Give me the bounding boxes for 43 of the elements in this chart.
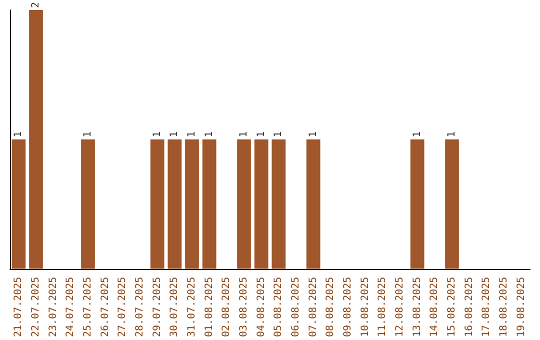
x-tick-label: 08.08.2025	[325, 276, 336, 338]
data-label: 1	[152, 131, 163, 138]
x-tick-label: 07.08.2025	[308, 276, 319, 338]
data-label: 1	[446, 131, 458, 138]
data-label: 1	[308, 131, 319, 138]
x-tick-label: 24.07.2025	[65, 276, 76, 338]
x-tick-label: 12.08.2025	[394, 276, 406, 338]
data-label: 1	[169, 131, 180, 138]
x-tick-label: 27.07.2025	[117, 276, 128, 338]
x-tick-label: 22.07.2025	[30, 276, 42, 338]
x-tick-label: 01.08.2025	[204, 276, 215, 338]
data-label: 1	[13, 131, 24, 138]
data-label: 1	[186, 131, 198, 138]
x-tick-label: 29.07.2025	[152, 276, 163, 338]
x-tick-label: 21.07.2025	[13, 276, 24, 338]
x-tick-label: 19.08.2025	[516, 276, 527, 338]
x-tick-label: 14.08.2025	[429, 276, 440, 338]
data-label: 1	[273, 131, 284, 138]
x-tick-label: 17.08.2025	[481, 276, 492, 338]
data-label: 1	[238, 131, 250, 138]
x-tick-label: 15.08.2025	[446, 276, 458, 338]
x-tick-label: 30.07.2025	[169, 276, 180, 338]
x-tick-label: 26.07.2025	[100, 276, 111, 338]
data-label: 1	[256, 131, 267, 138]
x-tick-label: 28.07.2025	[134, 276, 146, 338]
data-label: 1	[412, 131, 423, 138]
x-tick-label: 04.08.2025	[256, 276, 267, 338]
x-tick-label: 02.08.2025	[221, 276, 232, 338]
x-tick-label: 23.07.2025	[48, 276, 59, 338]
x-tick-label: 10.08.2025	[360, 276, 371, 338]
x-tick-label: 16.08.2025	[464, 276, 475, 338]
x-tick-label: 18.08.2025	[498, 276, 510, 338]
x-tick-label: 25.07.2025	[82, 276, 94, 338]
x-tick-label: 03.08.2025	[238, 276, 250, 338]
x-tick-label: 05.08.2025	[273, 276, 284, 338]
x-tick-label: 06.08.2025	[290, 276, 302, 338]
data-label: 1	[204, 131, 215, 138]
data-label: 1	[82, 131, 94, 138]
x-tick-label: 11.08.2025	[377, 276, 388, 338]
data-label: 2	[30, 2, 42, 8]
x-tick-label: 09.08.2025	[342, 276, 354, 338]
x-tick-label: 13.08.2025	[412, 276, 423, 338]
x-tick-label: 31.07.2025	[186, 276, 198, 338]
